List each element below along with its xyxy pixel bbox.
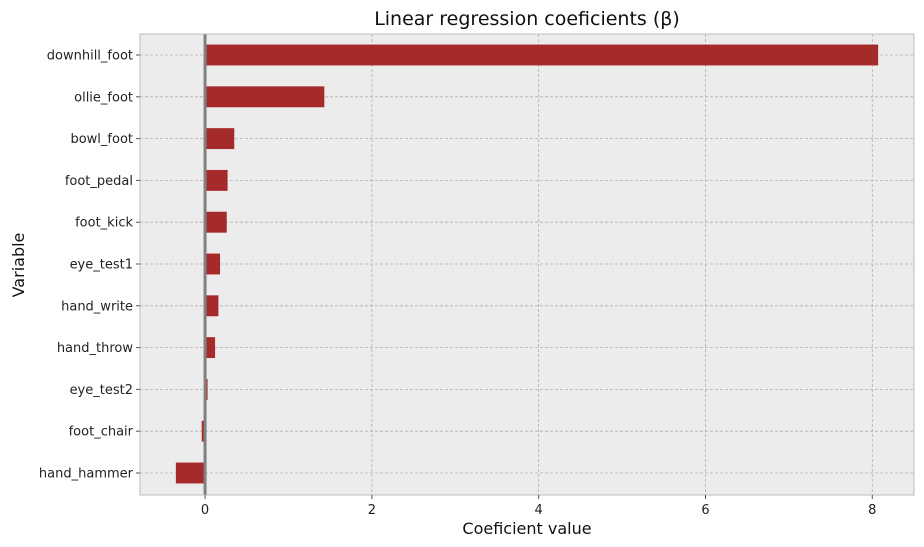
y-tick-label: hand_write <box>61 299 133 314</box>
x-tick-label: 8 <box>868 503 876 518</box>
bar-bowl_foot <box>205 128 235 150</box>
bar-foot_pedal <box>205 169 228 191</box>
y-tick-label: eye_test2 <box>70 383 133 398</box>
plot-area <box>140 34 914 495</box>
bar-eye_test1 <box>205 253 221 275</box>
gridlines <box>140 34 914 495</box>
y-tick-label: hand_hammer <box>39 467 134 482</box>
bar-ollie_foot <box>205 86 325 108</box>
bar-hand_hammer <box>175 462 206 484</box>
bar-downhill_foot <box>205 44 879 66</box>
y-tick-label: downhill_foot <box>47 49 133 64</box>
x-tick-label: 4 <box>535 503 543 518</box>
y-tick-label: eye_test1 <box>70 258 133 273</box>
y-tick-label: bowl_foot <box>70 132 133 147</box>
y-tick-label: foot_kick <box>75 216 133 231</box>
bar-foot_kick <box>205 211 227 233</box>
bar-foot_chair <box>201 420 206 442</box>
y-axis-ticks: downhill_foot ollie_foot bowl_foot foot_ped… <box>39 49 140 482</box>
chart-title: Linear regression coeficients (β) <box>374 8 680 30</box>
x-tick-label: 2 <box>368 503 376 518</box>
y-tick-label: ollie_foot <box>74 90 133 105</box>
bar-hand_write <box>205 295 219 317</box>
y-tick-label: hand_throw <box>57 341 134 356</box>
bars <box>175 44 879 484</box>
x-axis-title: Coeficient value <box>462 519 591 538</box>
x-axis-ticks: 0 2 4 6 8 <box>201 495 876 518</box>
x-tick-label: 6 <box>701 503 709 518</box>
x-tick-label: 0 <box>201 503 209 518</box>
y-tick-label: foot_chair <box>69 425 134 440</box>
bar-hand_throw <box>205 337 216 359</box>
y-axis-title: Variable <box>9 233 28 298</box>
y-tick-label: foot_pedal <box>65 174 133 189</box>
